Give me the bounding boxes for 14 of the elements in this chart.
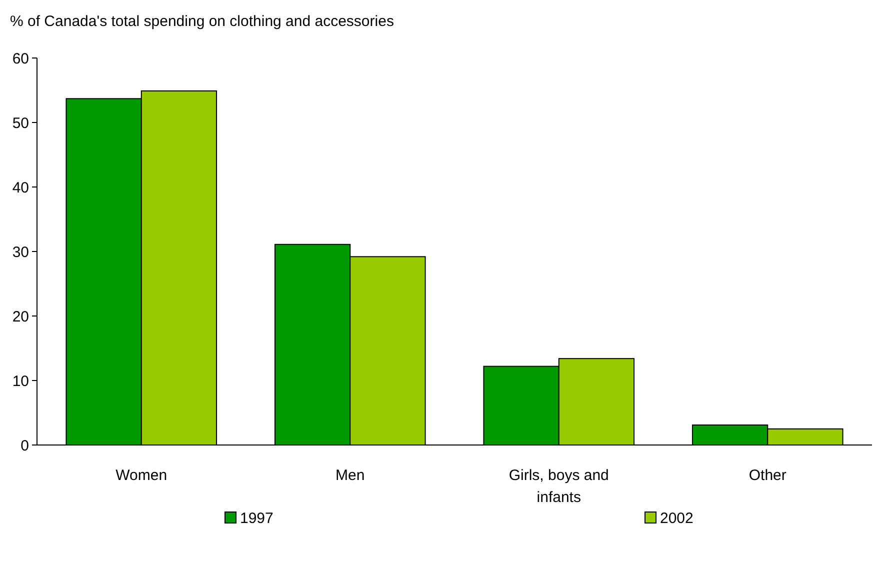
y-tick-label: 50 (12, 114, 29, 132)
y-tick-label: 0 (20, 437, 29, 454)
y-tick-label: 10 (12, 372, 29, 390)
legend-label: 2002 (660, 510, 694, 527)
x-tick-label: Women (116, 467, 168, 484)
x-tick-label: Other (748, 467, 786, 484)
y-tick-label: 40 (12, 179, 29, 196)
x-tick-label: Men (336, 467, 365, 484)
y-tick-label: 60 (12, 50, 29, 68)
y-axis-title: % of Canada's total spending on clothing and accessories (10, 13, 394, 30)
legend-label: 1997 (240, 510, 274, 527)
x-tick-label: Girls, boys and infants (508, 467, 609, 506)
y-tick-label: 20 (12, 308, 29, 326)
y-tick-label: 30 (12, 244, 29, 261)
